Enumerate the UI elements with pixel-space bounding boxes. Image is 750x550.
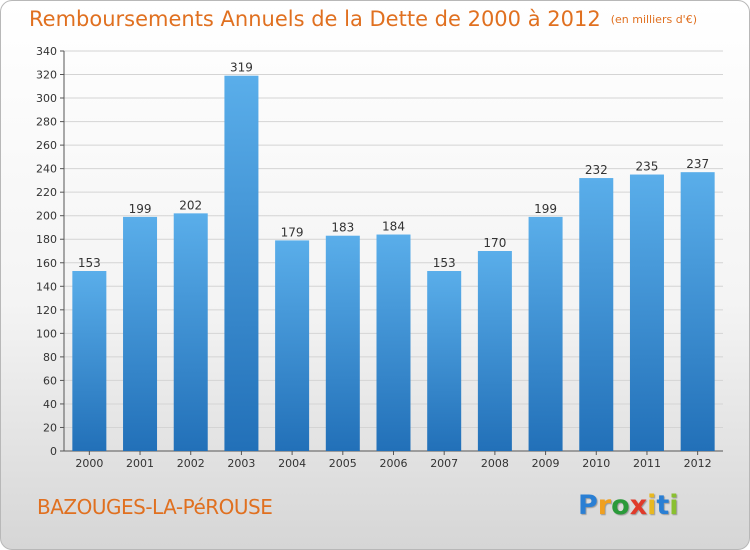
bar: [427, 271, 462, 451]
x-tick-label: 2011: [633, 457, 661, 470]
bar-value-label: 179: [281, 225, 304, 239]
y-tick-label: 80: [43, 351, 57, 364]
logo-letter: t: [656, 490, 670, 521]
x-tick-label: 2005: [329, 457, 357, 470]
unit-note: (en milliers d'€): [610, 13, 697, 26]
bar-value-label: 184: [382, 220, 405, 234]
chart-title-text: Remboursements Annuels de la Dette de 20…: [29, 7, 601, 31]
y-tick-label: 340: [36, 45, 57, 58]
bar: [477, 251, 512, 451]
y-tick-label: 40: [43, 398, 57, 411]
bar: [173, 213, 208, 451]
x-tick-label: 2009: [532, 457, 560, 470]
y-tick-label: 320: [36, 69, 57, 82]
y-tick-label: 160: [36, 257, 57, 270]
y-tick-label: 60: [43, 374, 57, 387]
logo-letter: x: [629, 490, 648, 521]
x-tick-label: 2006: [380, 457, 408, 470]
bar-value-label: 319: [230, 61, 253, 75]
logo-letter: r: [597, 490, 612, 521]
bar: [528, 216, 563, 451]
data-labels: 153 199 202 319 179 183 184 153 170 199 232 235 237: [78, 61, 709, 270]
bar: [680, 172, 715, 452]
bars: [72, 75, 715, 452]
logo-letter: i: [669, 490, 679, 521]
y-tick-label: 240: [36, 163, 57, 176]
bar: [376, 234, 411, 451]
bar: [579, 178, 614, 451]
y-tick-labels: 0 20 40 60 80 100 120 140 160 180 200 220 240 260 280 3…: [36, 45, 57, 458]
x-tick-label: 2003: [227, 457, 255, 470]
bar-value-label: 235: [636, 160, 659, 174]
x-tick-label: 2007: [430, 457, 458, 470]
x-tick-label: 2010: [582, 457, 610, 470]
y-tick-label: 260: [36, 139, 57, 152]
bar: [629, 174, 664, 451]
x-tick-label: 2012: [684, 457, 712, 470]
proxiti-logo: Proxiti: [578, 490, 679, 521]
bar-value-label: 199: [129, 202, 152, 216]
bar-value-label: 183: [331, 221, 354, 235]
bar-value-label: 199: [534, 202, 557, 216]
x-tick-labels: 2000 2001 2002 2003 2004 2005 2006 2007 2008 2009…: [75, 451, 712, 470]
y-tick-label: 200: [36, 210, 57, 223]
bar-value-label: 153: [433, 256, 456, 270]
bar-value-label: 237: [686, 157, 709, 171]
y-tick-label: 0: [50, 445, 57, 458]
y-tick-label: 300: [36, 92, 57, 105]
x-tick-label: 2002: [177, 457, 205, 470]
bar-value-label: 170: [483, 236, 506, 250]
y-tick-label: 180: [36, 233, 57, 246]
bar: [325, 235, 360, 451]
bar: [123, 216, 158, 451]
bar-value-label: 202: [179, 198, 202, 212]
commune-name: BAZOUGES-LA-PéROUSE: [37, 495, 273, 519]
y-tick-label: 220: [36, 186, 57, 199]
bar: [275, 240, 310, 451]
bar-value-label: 232: [585, 163, 608, 177]
bar: [224, 75, 259, 452]
logo-letter: o: [611, 490, 630, 521]
y-tick-label: 20: [43, 421, 57, 434]
y-tick-label: 140: [36, 280, 57, 293]
y-tick-label: 280: [36, 116, 57, 129]
x-tick-label: 2004: [278, 457, 306, 470]
x-tick-label: 2000: [75, 457, 103, 470]
x-tick-label: 2001: [126, 457, 154, 470]
x-tick-label: 2008: [481, 457, 509, 470]
chart-title: Remboursements Annuels de la Dette de 20…: [29, 7, 697, 31]
bar: [72, 271, 107, 451]
bar-value-label: 153: [78, 256, 101, 270]
y-tick-label: 120: [36, 304, 57, 317]
y-tick-label: 100: [36, 327, 57, 340]
logo-letter: i: [647, 490, 657, 521]
logo-letter: P: [578, 490, 598, 521]
